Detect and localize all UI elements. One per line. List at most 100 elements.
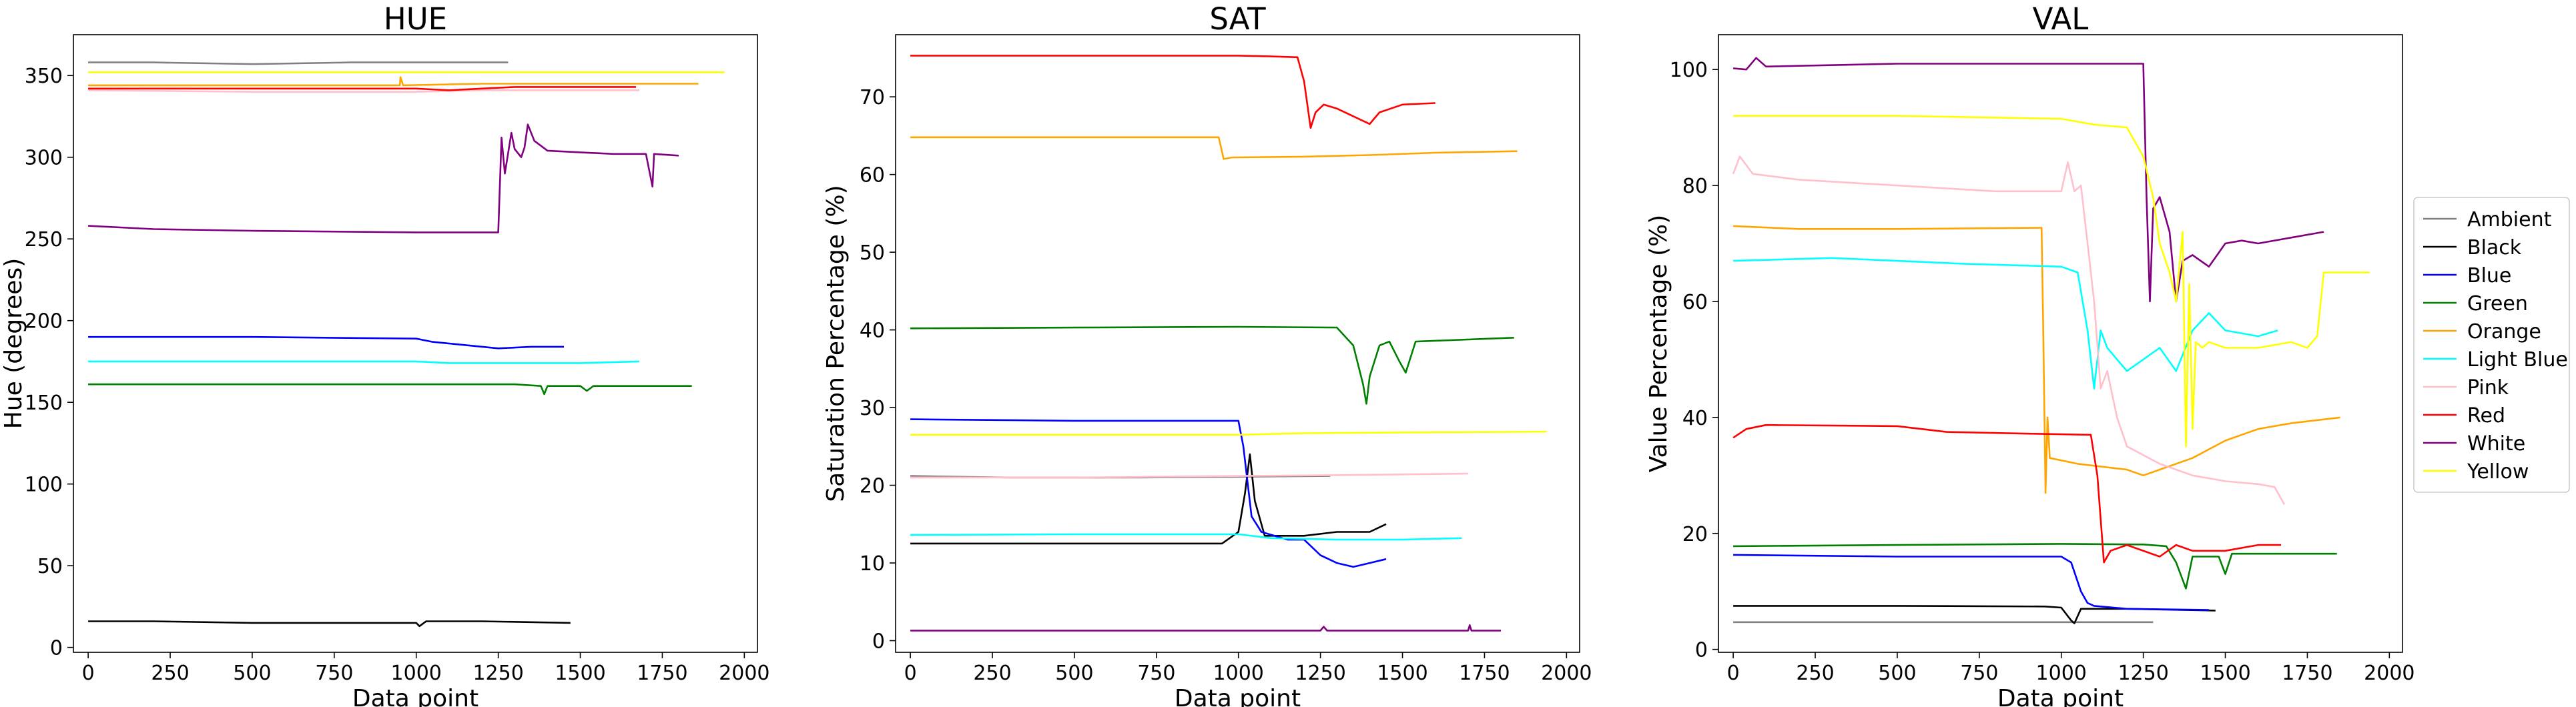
y-tick-label: 200 [25, 310, 63, 333]
y-tick-label: 250 [25, 228, 63, 251]
legend-label: Red [2467, 404, 2505, 428]
x-tick-label: 1250 [472, 662, 523, 685]
series-line-black [910, 453, 1387, 545]
series-line-green [88, 383, 692, 396]
y-tick-label: 60 [860, 164, 885, 187]
x-tick-label: 750 [315, 662, 353, 685]
y-tick-label: 40 [860, 319, 885, 343]
series-line-yellow [910, 430, 1547, 436]
y-axis-label: Hue (degrees) [0, 258, 27, 429]
subplot-hue: 0 250 500 750 1000 1250 1500 1750 2000 0 50 100 150 2… [0, 1, 770, 707]
series-group [1732, 57, 2370, 624]
series-line-pink [910, 472, 1468, 479]
x-tick-label: 1000 [1213, 662, 1264, 685]
x-axis-label: Data point [1997, 685, 2124, 707]
series-line-blue [88, 335, 564, 349]
series-line-orange [88, 76, 699, 87]
y-tick-label: 100 [25, 474, 63, 497]
subplot-sat: 0 250 500 750 1000 1250 1500 1750 2000 0 10 20 30 40 5… [822, 1, 1592, 707]
series-group [88, 61, 725, 628]
axes-frame [895, 34, 1580, 653]
legend-label: Light Blue [2467, 348, 2568, 372]
x-axis-label: Data point [352, 685, 478, 707]
x-tick-label: 1750 [2282, 662, 2332, 685]
legend-label: Black [2467, 236, 2522, 259]
x-axis-label: Data point [1175, 685, 1301, 707]
y-tick-label: 0 [1695, 639, 1708, 662]
x-tick-label: 1000 [391, 662, 442, 685]
x-tick-label: 0 [904, 662, 917, 685]
series-line-light-blue [910, 533, 1462, 541]
series-line-white [910, 624, 1501, 632]
subplot-val: 0 250 500 750 1000 1250 1500 1750 2000 0 20 40 60 80 1… [1645, 1, 2415, 707]
legend-label: Green [2467, 292, 2528, 315]
x-tick-label: 1500 [555, 662, 605, 685]
series-line-blue [910, 418, 1387, 568]
x-tick-label: 250 [151, 662, 189, 685]
x-tick-label: 500 [233, 662, 271, 685]
legend-frame [2413, 197, 2570, 493]
x-tick-label: 750 [1960, 662, 1998, 685]
x-tick-label: 500 [1055, 662, 1093, 685]
y-tick-label: 70 [860, 86, 885, 109]
series-line-orange [910, 136, 1518, 160]
y-tick-label: 50 [860, 241, 885, 265]
y-tick-label: 20 [860, 475, 885, 498]
y-axis-label: Saturation Percentage (%) [822, 185, 850, 502]
x-tick-label: 250 [1796, 662, 1834, 685]
chart-title: VAL [2033, 1, 2089, 37]
y-tick-label: 0 [872, 630, 885, 654]
y-tick-label: 350 [25, 65, 63, 88]
series-line-green [910, 325, 1514, 405]
series-line-black [1733, 605, 2216, 624]
series-line-red [1732, 424, 2282, 564]
series-line-pink [1732, 155, 2286, 505]
x-tick-label: 0 [1727, 662, 1740, 685]
legend-label: White [2467, 432, 2525, 456]
series-line-yellow [1733, 115, 2370, 448]
y-tick-label: 10 [860, 552, 885, 576]
y-tick-label: 20 [1682, 523, 1708, 546]
y-tick-label: 60 [1682, 291, 1708, 314]
series-line-red [88, 86, 637, 91]
x-tick-label: 1000 [2036, 662, 2087, 685]
series-line-light-blue [1733, 257, 2278, 390]
x-tick-label: 1500 [1377, 662, 1427, 685]
y-axis-label: Value Percentage (%) [1645, 215, 1672, 473]
legend-label: Orange [2467, 320, 2541, 343]
x-tick-label: 2000 [1541, 662, 1592, 685]
legend-label: Yellow [2467, 460, 2529, 484]
y-tick-label: 0 [50, 637, 63, 660]
x-tick-label: 1250 [2118, 662, 2168, 685]
x-tick-label: 1250 [1295, 662, 1345, 685]
chart-title: HUE [384, 1, 447, 37]
series-line-blue [1733, 554, 2210, 611]
x-tick-label: 1750 [637, 662, 687, 685]
legend-label: Ambient [2467, 208, 2552, 231]
x-tick-label: 1500 [2200, 662, 2250, 685]
x-tick-label: 2000 [2364, 662, 2414, 685]
x-tick-label: 750 [1137, 662, 1175, 685]
x-tick-label: 0 [82, 662, 95, 685]
x-tick-label: 500 [1878, 662, 1916, 685]
axes-frame [73, 34, 758, 653]
y-tick-label: 40 [1682, 407, 1708, 430]
series-line-white [1732, 57, 2324, 303]
y-tick-label: 30 [860, 397, 885, 420]
y-tick-label: 50 [37, 555, 63, 578]
series-line-light-blue [88, 360, 640, 364]
axes-layer: 0 250 500 750 1000 1250 1500 1750 20000501001502… [0, 1, 2415, 707]
chart-title: SAT [1209, 1, 1266, 37]
y-tick-label: 80 [1682, 175, 1708, 198]
series-line-black [88, 620, 571, 628]
series-line-green [1733, 543, 2337, 590]
y-tick-label: 100 [1670, 59, 1708, 82]
legend: Ambient Black Blue Green Orange Light Blue Pin… [2413, 197, 2570, 493]
series-line-ambient [88, 61, 509, 65]
axes-frame [1718, 34, 2403, 653]
x-tick-label: 2000 [719, 662, 769, 685]
series-line-white [88, 123, 679, 233]
x-tick-label: 250 [973, 662, 1011, 685]
x-tick-label: 1750 [1459, 662, 1510, 685]
